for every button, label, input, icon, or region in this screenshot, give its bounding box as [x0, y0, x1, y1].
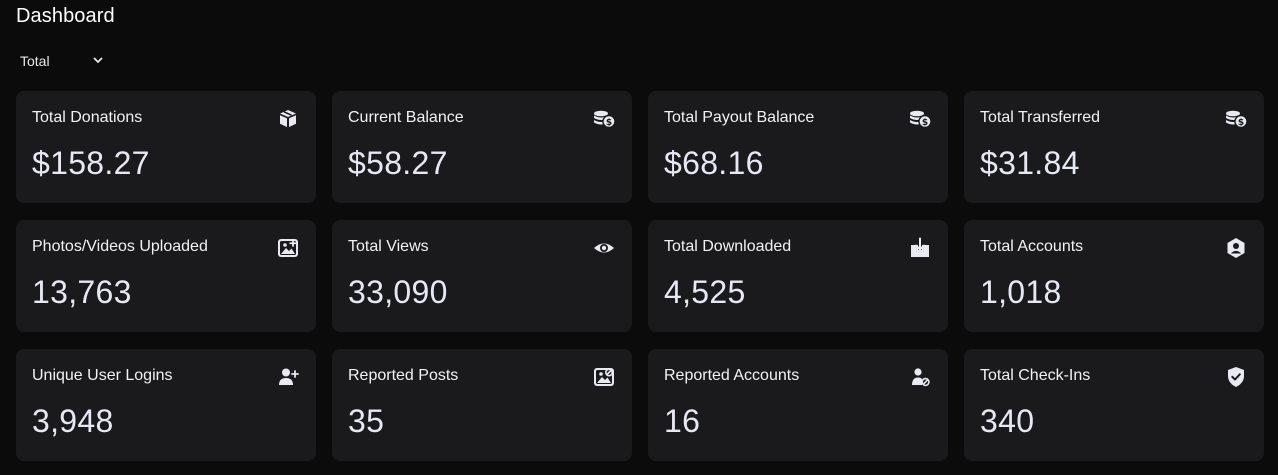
page-title: Dashboard	[16, 5, 115, 27]
stat-card-total-check-ins: Total Check-Ins 340	[964, 349, 1264, 461]
user-block-icon	[908, 365, 932, 389]
stat-card-label: Total Accounts	[980, 238, 1084, 255]
user-hexagon-icon	[1224, 236, 1248, 260]
stat-card-total-downloaded: Total Downloaded 4,525	[648, 220, 948, 332]
stat-card-value: 16	[664, 403, 701, 439]
stat-card-value: 35	[348, 403, 385, 439]
stat-card-value: 1,018	[980, 274, 1062, 310]
stat-card-label: Reported Posts	[348, 367, 459, 384]
chevron-down-icon	[93, 57, 103, 63]
stat-card-value: 13,763	[32, 274, 132, 310]
stat-card-value: 340	[980, 403, 1035, 439]
stat-card-reported-accounts: Reported Accounts 16	[648, 349, 948, 461]
stat-card-label: Current Balance	[348, 109, 464, 126]
stat-card-total-donations: Total Donations $158.27	[16, 91, 316, 203]
image-add-icon	[276, 236, 300, 260]
stat-card-unique-user-logins: Unique User Logins 3,948	[16, 349, 316, 461]
stat-card-total-views: Total Views 33,090	[332, 220, 632, 332]
period-select[interactable]: Total	[16, 50, 108, 72]
stat-card-value: $68.16	[664, 145, 764, 181]
stats-grid: Total Donations $158.27 Current Balance …	[16, 91, 1268, 461]
stat-card-value: 33,090	[348, 274, 448, 310]
eye-icon	[592, 236, 616, 260]
svg-text:$: $	[922, 118, 928, 128]
svg-text:$: $	[606, 118, 612, 128]
period-select-value: Total	[20, 53, 50, 69]
stat-card-label: Total Transferred	[980, 109, 1101, 126]
stat-card-label: Unique User Logins	[32, 367, 173, 384]
stat-card-reported-posts: Reported Posts 35	[332, 349, 632, 461]
stat-card-photos-videos-uploaded: Photos/Videos Uploaded 13,763	[16, 220, 316, 332]
stat-card-current-balance: Current Balance $58.27 $	[332, 91, 632, 203]
user-plus-icon	[276, 365, 300, 389]
image-alert-icon	[592, 365, 616, 389]
stat-card-label: Reported Accounts	[664, 367, 800, 384]
stat-card-value: 3,948	[32, 403, 114, 439]
stat-card-value: 4,525	[664, 274, 746, 310]
shield-check-icon	[1224, 365, 1248, 389]
download-tray-icon	[908, 236, 932, 260]
coins-dollar-icon: $	[1224, 107, 1248, 131]
stat-card-total-transferred: Total Transferred $31.84 $	[964, 91, 1264, 203]
stat-card-value: $31.84	[980, 145, 1080, 181]
stat-card-label: Total Downloaded	[664, 238, 792, 255]
stat-card-value: $58.27	[348, 145, 448, 181]
coins-dollar-icon: $	[592, 107, 616, 131]
stat-card-label: Total Check-Ins	[980, 367, 1091, 384]
coins-dollar-icon: $	[908, 107, 932, 131]
stat-card-label: Total Payout Balance	[664, 109, 815, 126]
gift-box-icon	[276, 107, 300, 131]
stat-card-label: Total Views	[348, 238, 429, 255]
stat-card-label: Total Donations	[32, 109, 143, 126]
stat-card-label: Photos/Videos Uploaded	[32, 238, 208, 255]
stat-card-total-accounts: Total Accounts 1,018	[964, 220, 1264, 332]
svg-text:$: $	[1238, 118, 1244, 128]
stat-card-value: $158.27	[32, 145, 150, 181]
stat-card-total-payout-balance: Total Payout Balance $68.16 $	[648, 91, 948, 203]
